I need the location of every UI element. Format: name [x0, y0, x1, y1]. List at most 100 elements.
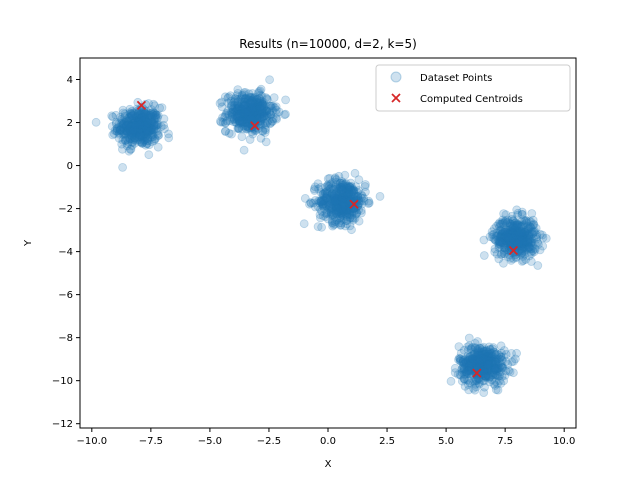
data-point	[339, 195, 349, 205]
data-point	[137, 116, 147, 125]
data-point	[319, 195, 329, 205]
data-point	[236, 94, 246, 104]
data-point	[266, 110, 276, 120]
data-point	[127, 134, 137, 144]
data-point	[338, 199, 348, 209]
data-point	[299, 219, 309, 229]
y-tick-label: −12	[52, 419, 73, 430]
data-point	[134, 122, 144, 131]
data-point	[245, 107, 255, 117]
data-point	[241, 107, 251, 117]
data-point	[339, 202, 349, 212]
data-point	[229, 113, 239, 123]
data-point	[316, 196, 326, 206]
data-point	[268, 117, 277, 126]
data-point	[125, 144, 135, 154]
data-point	[328, 181, 338, 191]
legend-label-dataset-points: Dataset Points	[420, 73, 492, 84]
data-point	[114, 129, 124, 139]
data-point	[127, 125, 137, 135]
data-point	[319, 203, 329, 213]
data-point	[233, 95, 243, 104]
data-point	[237, 115, 247, 125]
data-point	[324, 181, 334, 191]
data-point	[335, 204, 345, 214]
data-point	[142, 127, 152, 136]
data-point	[332, 199, 342, 209]
data-point	[338, 195, 347, 205]
data-point	[262, 106, 272, 116]
data-point	[269, 93, 279, 102]
data-point	[319, 189, 329, 198]
data-point	[134, 117, 144, 127]
data-point	[116, 125, 125, 135]
data-point	[153, 129, 163, 139]
data-point	[126, 111, 136, 121]
legend-label-computed-centroids: Computed Centroids	[420, 94, 523, 105]
data-point	[137, 123, 147, 132]
data-point	[340, 205, 349, 215]
data-point	[344, 188, 354, 198]
data-point	[248, 106, 258, 116]
data-point	[123, 120, 133, 129]
data-point	[144, 128, 154, 138]
data-point	[318, 199, 328, 209]
data-point	[148, 109, 158, 119]
data-point	[148, 129, 158, 139]
data-point	[130, 117, 140, 127]
data-point	[322, 181, 332, 191]
data-point	[152, 126, 162, 136]
data-point	[331, 206, 341, 216]
data-point	[244, 112, 254, 122]
data-point	[237, 105, 247, 114]
data-point	[141, 110, 151, 120]
data-point	[134, 115, 144, 124]
data-point	[356, 208, 366, 218]
data-point	[237, 105, 247, 115]
data-point	[257, 112, 266, 122]
data-point	[251, 111, 261, 121]
data-point	[338, 185, 348, 195]
data-point	[112, 126, 122, 136]
data-point	[332, 175, 341, 185]
data-point	[131, 112, 141, 122]
data-point	[237, 104, 247, 114]
data-point	[151, 121, 160, 131]
data-point	[242, 121, 252, 131]
data-point	[242, 114, 252, 124]
data-point	[317, 222, 327, 232]
data-point	[145, 110, 154, 120]
data-point	[234, 124, 244, 134]
data-point	[249, 108, 259, 118]
data-point	[321, 212, 331, 222]
data-point	[141, 115, 150, 125]
data-point	[247, 93, 257, 102]
data-point	[146, 126, 156, 136]
data-point	[241, 114, 251, 124]
data-point	[306, 198, 316, 208]
data-point	[257, 96, 267, 106]
data-point	[342, 210, 352, 219]
data-point	[511, 354, 520, 364]
data-point	[314, 196, 324, 206]
data-point	[153, 131, 163, 141]
data-point	[121, 135, 130, 145]
data-point	[241, 104, 251, 114]
data-point	[340, 179, 350, 189]
data-point	[463, 380, 473, 390]
data-point	[248, 104, 258, 114]
data-point	[140, 129, 150, 138]
data-point	[342, 205, 352, 215]
data-point	[252, 112, 262, 122]
data-point	[143, 116, 153, 125]
data-point	[124, 120, 134, 129]
data-point	[232, 97, 241, 107]
data-point	[138, 122, 148, 132]
legend-marker-dataset-points	[390, 71, 402, 83]
data-point	[149, 109, 159, 118]
data-point	[134, 117, 144, 127]
data-point	[126, 120, 136, 130]
data-point	[239, 90, 249, 100]
data-point	[252, 110, 262, 119]
data-point	[134, 117, 144, 127]
